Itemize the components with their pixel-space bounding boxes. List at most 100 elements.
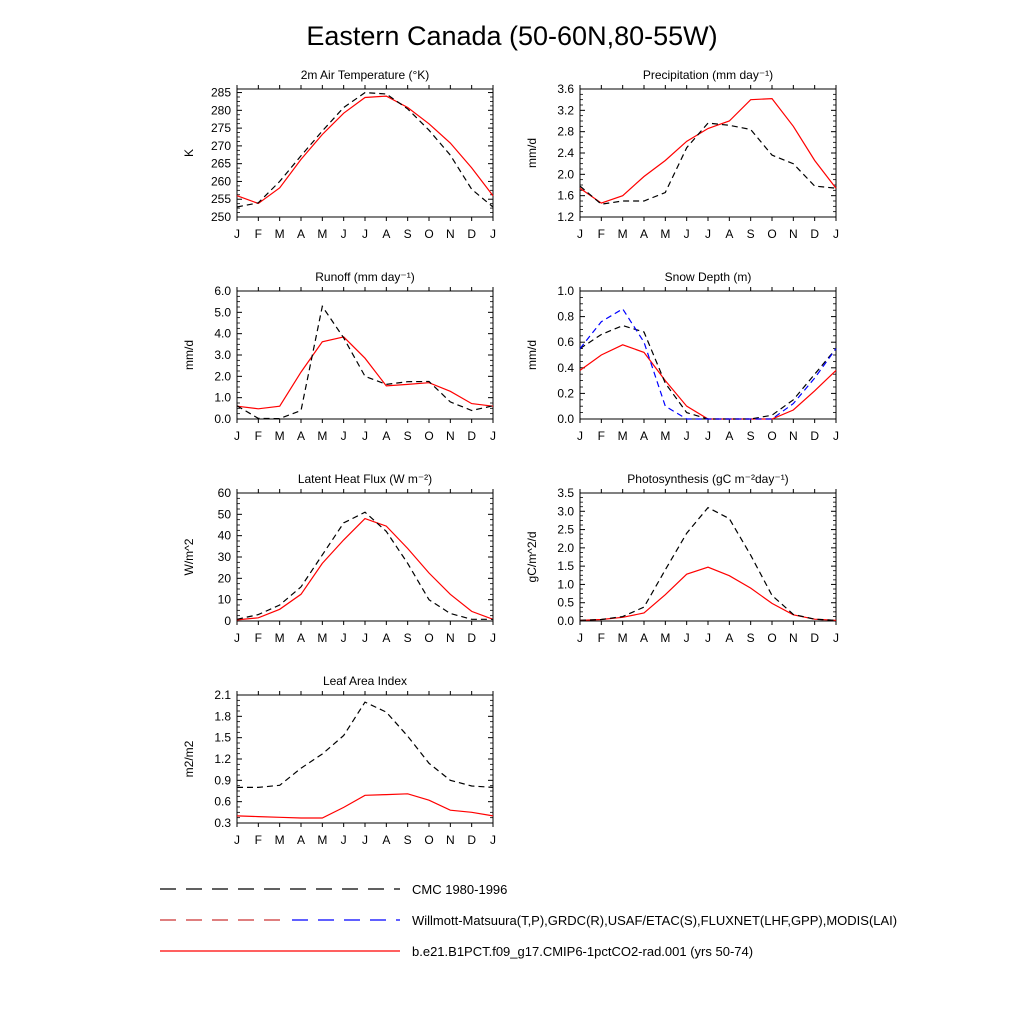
x-tick-label: J (490, 631, 496, 645)
x-tick-label: D (810, 631, 819, 645)
x-tick-label: D (467, 227, 476, 241)
x-tick-label: S (747, 227, 755, 241)
series-line-solid-red (579, 344, 837, 420)
y-tick-label: 50 (218, 507, 232, 521)
y-tick-label: 250 (211, 210, 231, 224)
y-tick-label: 0.0 (214, 412, 231, 426)
x-tick-label: J (341, 227, 347, 241)
y-tick-label: 0.6 (557, 335, 574, 349)
x-tick-label: J (362, 833, 368, 847)
x-tick-label: A (640, 631, 648, 645)
series-line-dash-blue (579, 308, 837, 420)
y-tick-label: 2.0 (214, 369, 231, 383)
x-tick-label: D (467, 429, 476, 443)
x-tick-label: J (684, 429, 690, 443)
x-tick-label: M (317, 227, 327, 241)
y-tick-label: 1.6 (557, 189, 574, 203)
x-tick-label: A (297, 631, 305, 645)
x-tick-label: J (833, 429, 839, 443)
y-tick-label: 1.5 (557, 559, 574, 573)
legend-label: CMC 1980-1996 (412, 882, 507, 897)
chart-title: Snow Depth (m) (665, 270, 752, 284)
x-tick-label: O (424, 631, 433, 645)
x-tick-label: A (640, 429, 648, 443)
x-tick-label: J (577, 429, 583, 443)
y-tick-label: 2.1 (214, 688, 231, 702)
x-tick-label: N (446, 429, 455, 443)
y-tick-label: 1.5 (214, 731, 231, 745)
x-tick-label: S (404, 631, 412, 645)
y-tick-label: 1.0 (557, 284, 574, 298)
series-line-dash-black (236, 91, 494, 208)
y-axis-label: mm/d (182, 340, 196, 370)
y-axis-label: K (182, 149, 196, 157)
x-tick-label: J (490, 227, 496, 241)
x-tick-label: J (362, 227, 368, 241)
chart-title: Precipitation (mm day⁻¹) (643, 68, 773, 82)
x-tick-label: J (577, 227, 583, 241)
series-line-dash-black (236, 304, 494, 420)
x-tick-label: M (317, 833, 327, 847)
y-tick-label: 2.4 (557, 146, 574, 160)
x-tick-label: J (341, 631, 347, 645)
chart-panel: Photosynthesis (gC m⁻²day⁻¹) gC/m^2/d 0.0 0… (525, 472, 839, 645)
x-tick-label: J (234, 429, 240, 443)
y-axis-label: m2/m2 (182, 740, 196, 777)
y-tick-label: 2.0 (557, 167, 574, 181)
x-tick-label: J (684, 631, 690, 645)
legend-entry: b.e21.B1PCT.f09_g17.CMIP6-1pctCO2-rad.00… (160, 944, 753, 959)
y-tick-label: 4.0 (214, 327, 231, 341)
x-tick-label: S (747, 429, 755, 443)
chart-panel: Latent Heat Flux (W m⁻²) W/m^2 0 10 20 30 40 50… (182, 472, 496, 645)
plot-frame (236, 88, 494, 218)
series-line-solid-red (579, 566, 837, 621)
y-tick-label: 40 (218, 529, 232, 543)
x-tick-label: A (297, 227, 305, 241)
y-tick-label: 6.0 (214, 284, 231, 298)
x-tick-label: A (382, 227, 390, 241)
x-tick-label: J (341, 833, 347, 847)
y-tick-label: 0.2 (557, 386, 574, 400)
y-tick-label: 255 (211, 192, 231, 206)
y-tick-label: 0.0 (557, 614, 574, 628)
series-line-dash-black (579, 324, 837, 420)
x-tick-label: S (747, 631, 755, 645)
y-tick-label: 0.3 (214, 816, 231, 830)
x-tick-label: A (382, 429, 390, 443)
y-axis-label: W/m^2 (182, 538, 196, 575)
x-tick-label: F (255, 833, 262, 847)
x-tick-label: N (446, 227, 455, 241)
x-tick-label: J (362, 631, 368, 645)
x-tick-label: N (789, 227, 798, 241)
plot-frame (236, 290, 494, 420)
series-line-solid-red (579, 97, 837, 204)
series-line-solid-red (236, 95, 494, 205)
x-tick-label: M (275, 631, 285, 645)
x-tick-label: F (598, 429, 605, 443)
x-tick-label: S (404, 429, 412, 443)
x-tick-label: F (255, 631, 262, 645)
x-tick-label: J (705, 429, 711, 443)
x-tick-label: N (446, 631, 455, 645)
x-tick-label: M (660, 429, 670, 443)
x-tick-label: J (577, 631, 583, 645)
plot-frame (579, 290, 837, 420)
x-tick-label: J (341, 429, 347, 443)
y-tick-label: 3.0 (214, 348, 231, 362)
x-tick-label: S (404, 227, 412, 241)
x-tick-label: M (317, 631, 327, 645)
y-tick-label: 2.0 (557, 541, 574, 555)
x-tick-label: A (382, 631, 390, 645)
chart-panel: Snow Depth (m)mm/d0.00.20.40.60.81.0J F M A… (525, 270, 839, 443)
x-tick-label: O (424, 429, 433, 443)
x-tick-label: J (490, 833, 496, 847)
legend-entry: CMC 1980-1996 (160, 882, 507, 897)
y-tick-label: 5.0 (214, 305, 231, 319)
x-tick-label: J (234, 631, 240, 645)
chart-panel: Precipitation (mm day⁻¹) mm/d 1.2 1.6 2.0 2.4… (525, 68, 839, 241)
x-tick-label: J (362, 429, 368, 443)
chart-title: Photosynthesis (gC m⁻²day⁻¹) (627, 472, 788, 486)
x-tick-label: F (598, 631, 605, 645)
x-tick-label: A (297, 429, 305, 443)
